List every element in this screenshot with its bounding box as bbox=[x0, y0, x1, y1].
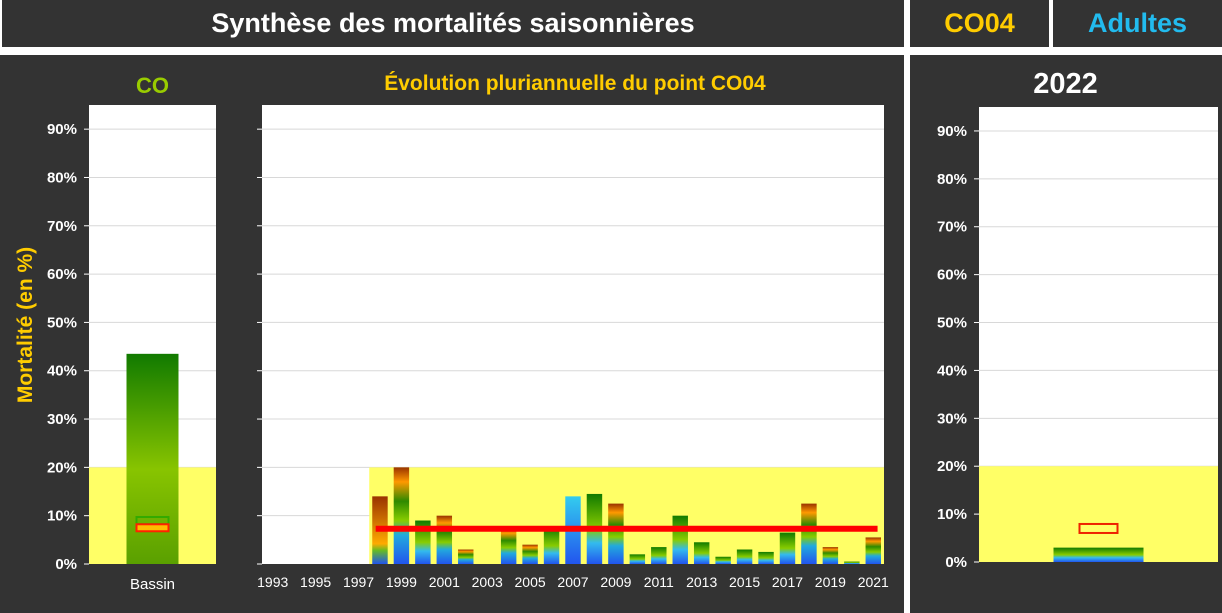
bar-2012 bbox=[672, 515, 688, 564]
y-tick-label: 50% bbox=[937, 315, 967, 332]
y-tick-label: 80% bbox=[47, 169, 77, 186]
bar-2011 bbox=[651, 547, 667, 564]
x-tick-label: 2007 bbox=[557, 574, 588, 590]
bar-2013 bbox=[693, 542, 710, 564]
bar-2002 bbox=[458, 549, 474, 564]
history-chart: 1993 1995 1997 1999 2001 2003 2005 2007 2009 2011… bbox=[257, 72, 889, 590]
y-tick-label: 90% bbox=[47, 121, 77, 138]
bar-2020 bbox=[844, 561, 860, 564]
chart-title-year: 2022 bbox=[1033, 68, 1098, 100]
bar-2014 bbox=[715, 556, 731, 564]
chart-title-history: Évolution pluriannuelle du point CO04 bbox=[384, 72, 766, 95]
threshold-zone bbox=[979, 466, 1218, 562]
y-tick-label: 80% bbox=[937, 171, 967, 188]
bar-bassin bbox=[126, 353, 179, 564]
x-tick-label: 1993 bbox=[257, 574, 288, 590]
header-title-box: Synthèse des mortalités saisonnières bbox=[2, 0, 904, 47]
bar-2021 bbox=[865, 537, 881, 564]
threshold-zone bbox=[369, 467, 884, 564]
basin-chart: 0% 10% 20% 30% 40% 50% 60% 70% 80% 90% CO Bassin Mor… bbox=[14, 73, 216, 593]
x-tick-label: 2009 bbox=[600, 574, 631, 590]
y-tick-label: 10% bbox=[937, 506, 967, 523]
y-tick-label: 0% bbox=[55, 556, 77, 573]
category-box: Adultes bbox=[1053, 0, 1222, 47]
y-tick-label: 90% bbox=[937, 123, 967, 140]
y-tick-label: 70% bbox=[937, 219, 967, 236]
bar-2005 bbox=[522, 544, 538, 564]
x-tick-label: 2017 bbox=[772, 574, 803, 590]
chart-title-basin: CO bbox=[136, 73, 169, 98]
x-tick-label: 2019 bbox=[815, 574, 846, 590]
x-tick-label: 2001 bbox=[429, 574, 460, 590]
y-tick-label: 50% bbox=[47, 314, 77, 331]
x-tick-label: 1997 bbox=[343, 574, 374, 590]
y-tick-label: 20% bbox=[47, 459, 77, 476]
bar-2019 bbox=[822, 547, 839, 564]
x-tick-label: 2005 bbox=[515, 574, 546, 590]
y-tick-label: 10% bbox=[47, 508, 77, 525]
x-tick-label: 2003 bbox=[472, 574, 503, 590]
bar-2001 bbox=[436, 515, 453, 564]
bar-2006 bbox=[543, 527, 560, 564]
bar-2009 bbox=[608, 503, 624, 564]
bar-2016 bbox=[758, 551, 774, 564]
y-axis-label: Mortalité (en %) bbox=[14, 247, 37, 403]
x-tick-label: 1999 bbox=[386, 574, 417, 590]
bar-2010 bbox=[629, 554, 646, 564]
x-tick-label: 2011 bbox=[644, 574, 674, 590]
x-tick-label: Bassin bbox=[130, 576, 175, 593]
page-title: Synthèse des mortalités saisonnières bbox=[211, 8, 695, 38]
y-tick-label: 60% bbox=[937, 267, 967, 284]
bar-2018 bbox=[801, 503, 817, 564]
category-label: Adultes bbox=[1087, 8, 1187, 38]
year-chart: 0% 10% 20% 30% 40% 50% 60% 70% 80% 90% 2022 bbox=[937, 68, 1218, 571]
bar-2017 bbox=[779, 532, 796, 564]
site-code-box: CO04 bbox=[910, 0, 1049, 47]
x-tick-label: 2015 bbox=[729, 574, 760, 590]
site-code-label: CO04 bbox=[944, 8, 1015, 38]
y-tick-label: 40% bbox=[47, 363, 77, 380]
y-tick-label: 70% bbox=[47, 218, 77, 235]
x-tick-label: 2021 bbox=[858, 574, 889, 590]
bar-2022 bbox=[1053, 547, 1144, 562]
y-tick-label: 40% bbox=[937, 362, 967, 379]
y-tick-label: 20% bbox=[937, 458, 967, 475]
y-tick-label: 30% bbox=[937, 410, 967, 427]
reference-marker-red bbox=[1078, 522, 1119, 534]
x-tick-label: 2013 bbox=[686, 574, 717, 590]
bar-2004 bbox=[500, 527, 517, 564]
reference-marker-red bbox=[135, 523, 170, 533]
y-tick-label: 60% bbox=[47, 266, 77, 283]
bar-1999 bbox=[393, 467, 410, 564]
bar-2015 bbox=[736, 549, 753, 564]
x-tick-label: 1995 bbox=[300, 574, 331, 590]
y-tick-label: 30% bbox=[47, 411, 77, 428]
y-tick-label: 0% bbox=[945, 554, 967, 571]
